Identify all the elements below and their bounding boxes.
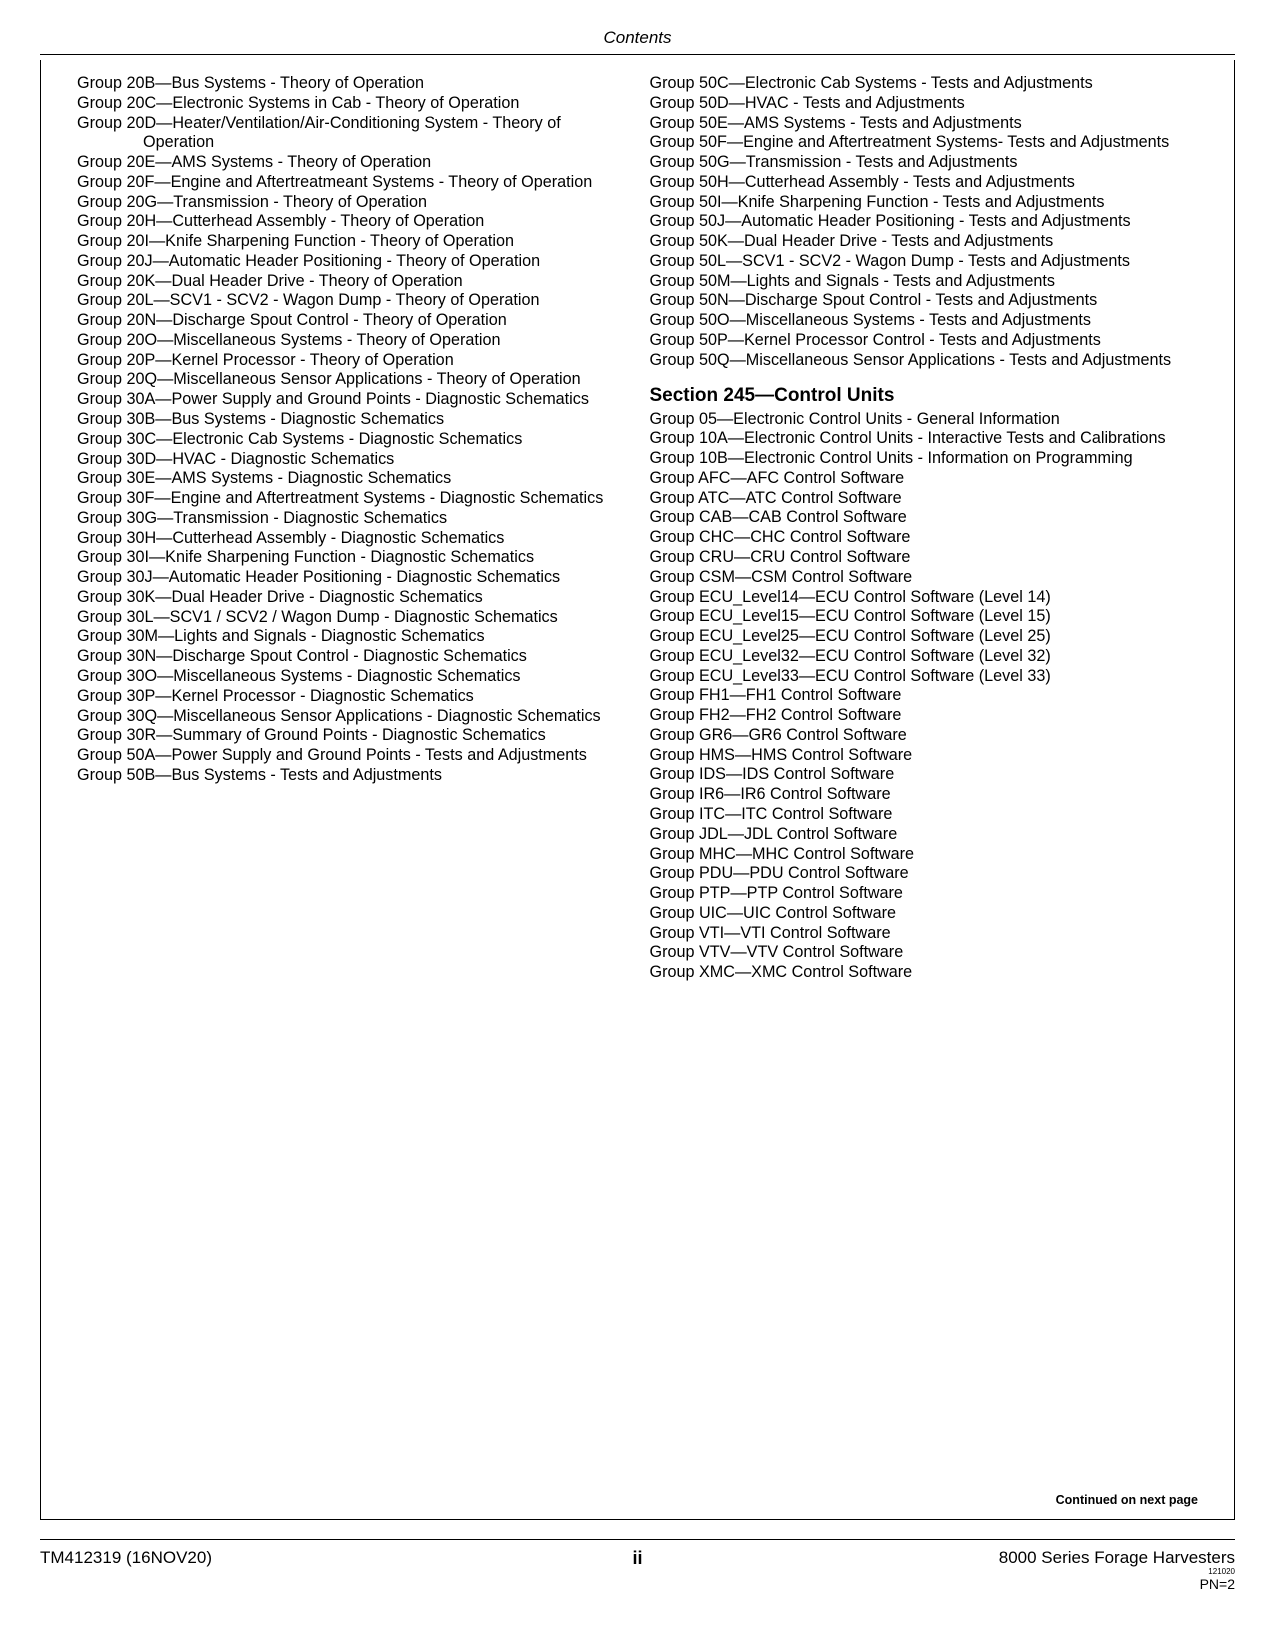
toc-entry: Group 20E—AMS Systems - Theory of Operat… [77,153,626,173]
left-column: Group 20B—Bus Systems - Theory of Operat… [77,74,626,1509]
toc-entry: Group 50H—Cutterhead Assembly - Tests an… [650,173,1199,193]
toc-entry: Group 20H—Cutterhead Assembly - Theory o… [77,212,626,232]
toc-entry: Group 30Q—Miscellaneous Sensor Applicati… [77,707,626,727]
toc-entry: Group 05—Electronic Control Units - Gene… [650,410,1199,430]
footer-right-pn: PN=2 [999,1576,1235,1592]
toc-entry: Group 50K—Dual Header Drive - Tests and … [650,232,1199,252]
toc-entry: Group 30A—Power Supply and Ground Points… [77,390,626,410]
toc-entry: Group 50N—Discharge Spout Control - Test… [650,291,1199,311]
toc-entry: Group 10B—Electronic Control Units - Inf… [650,449,1199,469]
toc-entry: Group PDU—PDU Control Software [650,864,1199,884]
toc-entry: Group 50B—Bus Systems - Tests and Adjust… [77,766,626,786]
toc-entry: Group 10A—Electronic Control Units - Int… [650,429,1199,449]
toc-entry: Group 30B—Bus Systems - Diagnostic Schem… [77,410,626,430]
continued-label: Continued on next page [1056,1493,1198,1507]
toc-entry: Group 50Q—Miscellaneous Sensor Applicati… [650,351,1199,371]
toc-entry: Group 30J—Automatic Header Positioning -… [77,568,626,588]
content-frame: Group 20B—Bus Systems - Theory of Operat… [40,60,1235,1520]
toc-entry: Group 20Q—Miscellaneous Sensor Applicati… [77,370,626,390]
toc-entry: Group FH1—FH1 Control Software [650,686,1199,706]
toc-entry: Group 50I—Knife Sharpening Function - Te… [650,193,1199,213]
toc-entry: Group 30I—Knife Sharpening Function - Di… [77,548,626,568]
toc-entry: Group 30M—Lights and Signals - Diagnosti… [77,627,626,647]
toc-entry: Group 50D—HVAC - Tests and Adjustments [650,94,1199,114]
header-title: Contents [603,28,671,47]
toc-entry: Group VTV—VTV Control Software [650,943,1199,963]
toc-entry: Group UIC—UIC Control Software [650,904,1199,924]
toc-entry: Group ECU_Level33—ECU Control Software (… [650,667,1199,687]
toc-entry: Group ECU_Level15—ECU Control Software (… [650,607,1199,627]
toc-entry: Group JDL—JDL Control Software [650,825,1199,845]
toc-entry: Group 30H—Cutterhead Assembly - Diagnost… [77,529,626,549]
toc-entry: Group 50L—SCV1 - SCV2 - Wagon Dump - Tes… [650,252,1199,272]
toc-entry: Group 30F—Engine and Aftertreatment Syst… [77,489,626,509]
columns-container: Group 20B—Bus Systems - Theory of Operat… [77,74,1198,1509]
footer-right: 8000 Series Forage Harvesters 121020 PN=… [999,1548,1235,1592]
toc-entry: Group IDS—IDS Control Software [650,765,1199,785]
toc-entry: Group 20J—Automatic Header Positioning -… [77,252,626,272]
toc-entry: Group 20G—Transmission - Theory of Opera… [77,193,626,213]
toc-entry: Group 30G—Transmission - Diagnostic Sche… [77,509,626,529]
toc-entry: Group ATC—ATC Control Software [650,489,1199,509]
toc-entry: Group 50P—Kernel Processor Control - Tes… [650,331,1199,351]
toc-entry: Group 30C—Electronic Cab Systems - Diagn… [77,430,626,450]
toc-entry: Group 50M—Lights and Signals - Tests and… [650,272,1199,292]
toc-entry: Group IR6—IR6 Control Software [650,785,1199,805]
toc-entry: Group 20N—Discharge Spout Control - Theo… [77,311,626,331]
footer-right-main: 8000 Series Forage Harvesters [999,1548,1235,1568]
toc-entry: Group AFC—AFC Control Software [650,469,1199,489]
toc-entry: Group 50E—AMS Systems - Tests and Adjust… [650,114,1199,134]
toc-entry: Group 30R—Summary of Ground Points - Dia… [77,726,626,746]
toc-entry: Group FH2—FH2 Control Software [650,706,1199,726]
toc-entry: Group 20B—Bus Systems - Theory of Operat… [77,74,626,94]
toc-entry: Group 20O—Miscellaneous Systems - Theory… [77,331,626,351]
toc-entry: Group 20C—Electronic Systems in Cab - Th… [77,94,626,114]
toc-entry: Group 20D—Heater/Ventilation/Air-Conditi… [77,114,626,154]
toc-entry: Group 30P—Kernel Processor - Diagnostic … [77,687,626,707]
toc-entry: Group 30L—SCV1 / SCV2 / Wagon Dump - Dia… [77,608,626,628]
toc-entry: Group PTP—PTP Control Software [650,884,1199,904]
toc-entry: Group CAB—CAB Control Software [650,508,1199,528]
toc-entry: Group 20K—Dual Header Drive - Theory of … [77,272,626,292]
toc-entry: Group VTI—VTI Control Software [650,924,1199,944]
page-header: Contents [40,28,1235,55]
toc-entry: Group 50O—Miscellaneous Systems - Tests … [650,311,1199,331]
toc-entry: Group 50F—Engine and Aftertreatment Syst… [650,133,1199,153]
toc-entry: Group 30E—AMS Systems - Diagnostic Schem… [77,469,626,489]
footer-right-tiny: 121020 [999,1568,1235,1576]
toc-entry: Group CRU—CRU Control Software [650,548,1199,568]
toc-entry: Group GR6—GR6 Control Software [650,726,1199,746]
toc-entry: Group HMS—HMS Control Software [650,746,1199,766]
toc-entry: Group 50G—Transmission - Tests and Adjus… [650,153,1199,173]
toc-entry: Group 50C—Electronic Cab Systems - Tests… [650,74,1199,94]
toc-entry: Group 50A—Power Supply and Ground Points… [77,746,626,766]
toc-entry: Group 30D—HVAC - Diagnostic Schematics [77,450,626,470]
toc-entry: Group ITC—ITC Control Software [650,805,1199,825]
toc-entry: Group ECU_Level32—ECU Control Software (… [650,647,1199,667]
toc-entry: Group ECU_Level25—ECU Control Software (… [650,627,1199,647]
toc-entry: Group XMC—XMC Control Software [650,963,1199,983]
toc-entry: Group 50J—Automatic Header Positioning -… [650,212,1199,232]
toc-entry: Group ECU_Level14—ECU Control Software (… [650,588,1199,608]
toc-entry: Group 20F—Engine and Aftertreatmeant Sys… [77,173,626,193]
section-heading-245: Section 245—Control Units [650,384,1199,407]
toc-entry: Group CSM—CSM Control Software [650,568,1199,588]
toc-entry: Group CHC—CHC Control Software [650,528,1199,548]
toc-entry: Group 20L—SCV1 - SCV2 - Wagon Dump - The… [77,291,626,311]
footer-left: TM412319 (16NOV20) [40,1548,212,1568]
right-column: Group 50C—Electronic Cab Systems - Tests… [650,74,1199,1509]
page-footer: TM412319 (16NOV20) ii 8000 Series Forage… [40,1539,1235,1592]
toc-entry: Group 20P—Kernel Processor - Theory of O… [77,351,626,371]
toc-entry: Group 30N—Discharge Spout Control - Diag… [77,647,626,667]
toc-entry: Group 30O—Miscellaneous Systems - Diagno… [77,667,626,687]
toc-entry: Group 20I—Knife Sharpening Function - Th… [77,232,626,252]
toc-entry: Group 30K—Dual Header Drive - Diagnostic… [77,588,626,608]
footer-center: ii [632,1548,642,1569]
toc-entry: Group MHC—MHC Control Software [650,845,1199,865]
